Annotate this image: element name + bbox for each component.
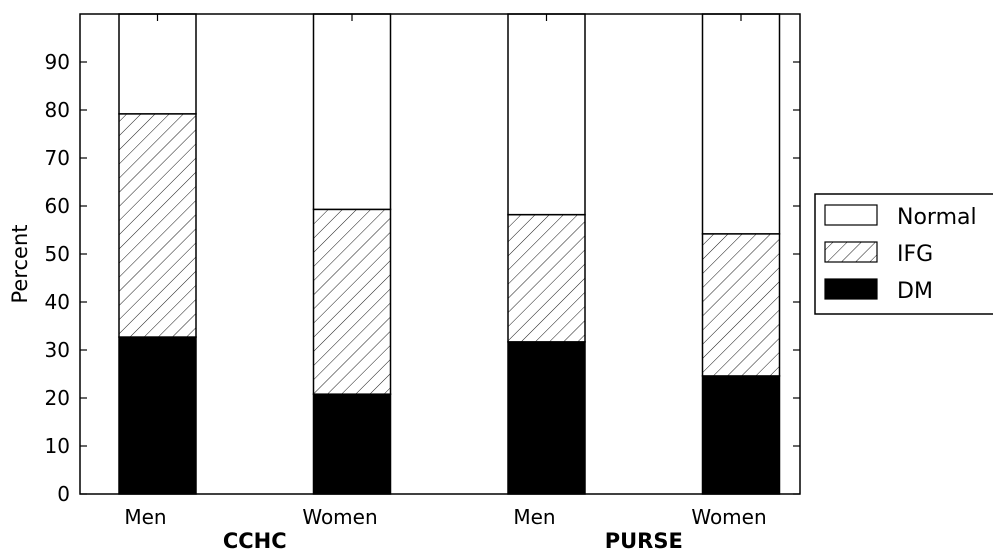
bar-normal-1 bbox=[118, 13, 197, 115]
y-tick-label: 90 bbox=[45, 50, 70, 74]
y-axis: 0 10 20 30 40 50 60 70 80 90 bbox=[45, 50, 800, 506]
legend-label-normal: Normal bbox=[897, 205, 977, 230]
x-tick-label: Men bbox=[124, 505, 166, 529]
y-tick-label: 10 bbox=[45, 434, 70, 458]
bar-dm-1 bbox=[118, 336, 197, 495]
x-tick-label: Women bbox=[691, 505, 766, 529]
legend: Normal IFG DM bbox=[814, 193, 993, 315]
group-label: PURSE bbox=[605, 529, 683, 550]
x-tick-label: Men bbox=[513, 505, 555, 529]
bar-ifg-2 bbox=[312, 208, 392, 395]
y-tick-label: 40 bbox=[45, 290, 70, 314]
y-tick-label: 30 bbox=[45, 338, 70, 362]
y-tick-label: 0 bbox=[57, 482, 70, 506]
legend-label-ifg: IFG bbox=[897, 242, 933, 267]
legend-swatch-normal bbox=[824, 204, 878, 226]
bar-dm-4 bbox=[701, 375, 781, 495]
y-tick-label: 20 bbox=[45, 386, 70, 410]
x-tick-label: Women bbox=[302, 505, 377, 529]
legend-swatch-dm bbox=[824, 278, 878, 300]
bar-ifg-1 bbox=[118, 113, 197, 338]
bar-ifg-3 bbox=[507, 213, 586, 343]
bars-layer bbox=[118, 13, 781, 495]
legend-label-dm: DM bbox=[897, 279, 933, 304]
bar-normal-2 bbox=[312, 13, 392, 211]
y-tick-label: 80 bbox=[45, 98, 70, 122]
bar-dm-2 bbox=[312, 393, 392, 495]
group-label: CCHC bbox=[223, 529, 287, 550]
y-tick-label: 60 bbox=[45, 194, 70, 218]
y-tick-label: 50 bbox=[45, 242, 70, 266]
y-axis-title: Percent bbox=[8, 224, 32, 303]
x-axis: Men Women Men Women CCHC PURSE bbox=[124, 14, 767, 550]
bar-dm-3 bbox=[507, 341, 586, 495]
bar-ifg-4 bbox=[701, 233, 781, 377]
bar-normal-3 bbox=[507, 13, 586, 216]
bar-normal-4 bbox=[701, 13, 781, 235]
y-tick-label: 70 bbox=[45, 146, 70, 170]
legend-swatch-ifg bbox=[824, 241, 878, 263]
